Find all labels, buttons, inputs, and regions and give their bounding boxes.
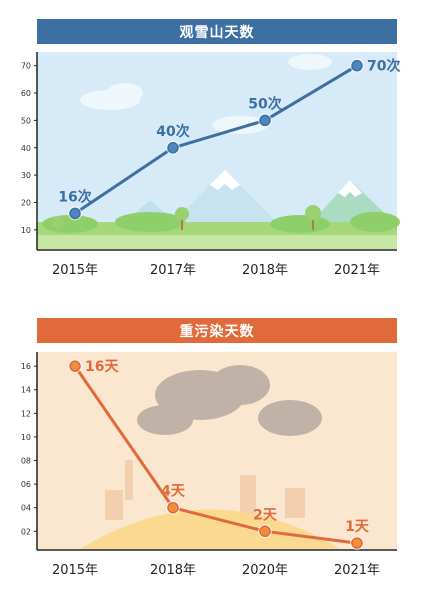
chart2-ytick-label: 04 (21, 504, 31, 513)
bush (115, 212, 185, 232)
chart1-data-point (167, 142, 179, 154)
chart2-xtick-label: 2020年 (242, 563, 288, 578)
cloud (107, 83, 143, 103)
chart2-ytick-label: 10 (21, 433, 31, 442)
mountain-snow (338, 180, 362, 197)
tree (305, 205, 321, 221)
building (240, 475, 256, 520)
chart2-ytick-label: 02 (21, 527, 31, 536)
chart1-title-banner: 观雪山天数 (37, 19, 397, 44)
chart1-data-point (351, 59, 363, 72)
chart1-title: 观雪山天数 (179, 24, 255, 41)
chart1-ytick-label: 10 (21, 226, 31, 235)
chart2-xtick-label: 2015年 (52, 563, 98, 578)
tree-trunk (181, 220, 183, 230)
building (105, 490, 123, 520)
chart2-city (105, 460, 305, 520)
tree (175, 207, 189, 221)
mountain (160, 170, 290, 235)
chart2-plot: 02 04 06 08 10 12 14 16 2015年 2018年 2020年 2021年 16天 4… (21, 352, 397, 578)
chart1-data-point (69, 207, 81, 220)
chart2-data-point (167, 501, 179, 514)
chart2-ytick-label: 14 (21, 386, 31, 395)
chart1-xtick-label: 2021年 (334, 263, 380, 278)
smog-cloud (137, 405, 193, 435)
chart1-ytick-label: 30 (21, 171, 31, 180)
chart1-background (37, 52, 400, 249)
chart2-ground-arc (80, 509, 340, 549)
chart2-data-label: 1天 (345, 519, 370, 535)
chart2-smog (137, 365, 322, 436)
tree (52, 216, 64, 228)
chart1-grass (37, 205, 400, 249)
chart1-xtick-label: 2017年 (150, 263, 196, 278)
chart1-data-label: 40次 (156, 123, 189, 140)
chart2-background (37, 352, 397, 549)
chart2-data-label: 4天 (161, 484, 186, 500)
cloud (288, 54, 332, 70)
chart1-data-label: 70次 (367, 58, 400, 75)
mountain-snow (210, 170, 240, 190)
chart1-clouds (80, 54, 332, 134)
chart2-ytick-label: 16 (21, 362, 31, 371)
building (285, 488, 305, 518)
tree-trunk (312, 220, 314, 230)
chart1-ytick-label: 60 (21, 89, 31, 98)
chart2-ytick-label: 06 (21, 480, 31, 489)
chimney (125, 460, 133, 500)
chart1-data-point (259, 114, 271, 127)
chart2-data-point (69, 360, 81, 372)
chart2-xtick-label: 2018年 (150, 563, 196, 578)
bush (270, 215, 330, 233)
chart1-ytick-label: 40 (21, 144, 31, 153)
chart2-title: 重污染天数 (179, 323, 255, 340)
chart1-ytick-label: 20 (21, 198, 31, 207)
chart2-ytick-label: 12 (21, 409, 31, 418)
chart2-title-banner: 重污染天数 (37, 318, 397, 343)
chart1-xtick-label: 2015年 (52, 263, 98, 278)
chart1-ytick-label: 50 (21, 116, 31, 125)
chart2-series-line (73, 365, 358, 545)
cloud (212, 116, 268, 134)
chart1-xtick-label: 2018年 (242, 263, 288, 278)
chart1-data-label: 50次 (248, 95, 281, 112)
chart2-ytick-label: 08 (21, 457, 31, 466)
chart2-xtick-label: 2021年 (334, 563, 380, 578)
chart1-series-line (74, 64, 358, 215)
smog-cloud (258, 400, 322, 436)
bush (350, 212, 400, 232)
chart2-data-point (259, 525, 271, 538)
chart1-ytick-label: 70 (21, 62, 31, 71)
grass-strip-light (37, 235, 397, 249)
smog-cloud (210, 365, 270, 405)
chart2-data-label: 16天 (85, 359, 119, 375)
chart2-data-point (351, 537, 363, 549)
chart1-plot: 10 20 30 40 50 60 70 2015年 2017年 2018年 2021年 16次 40次… (21, 52, 400, 278)
chart2-data-label: 2天 (253, 507, 278, 523)
chart1-data-label: 16次 (58, 188, 91, 205)
